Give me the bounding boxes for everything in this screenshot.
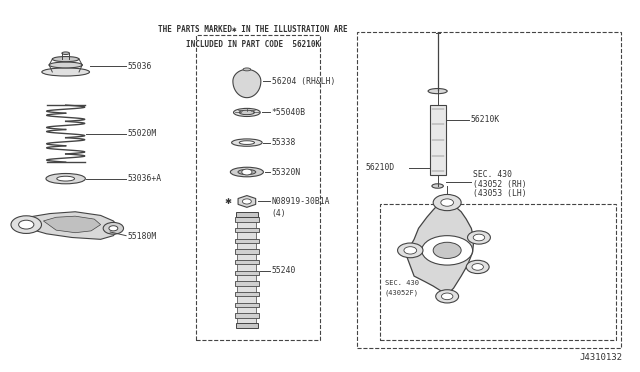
Bar xyxy=(236,323,258,328)
Bar xyxy=(237,222,257,228)
Bar xyxy=(235,218,259,222)
Circle shape xyxy=(243,199,252,204)
Circle shape xyxy=(242,169,252,175)
Text: (43052 (RH): (43052 (RH) xyxy=(472,180,526,189)
Bar xyxy=(357,32,621,348)
Bar xyxy=(235,292,259,296)
Circle shape xyxy=(11,216,42,234)
Circle shape xyxy=(433,195,461,211)
Bar xyxy=(235,271,259,275)
Text: (43052F): (43052F) xyxy=(385,289,419,296)
Bar xyxy=(235,282,259,286)
Ellipse shape xyxy=(62,52,70,55)
Text: N08919-30B1A: N08919-30B1A xyxy=(271,197,330,206)
Bar xyxy=(237,286,257,292)
Text: 56204 (RH&LH): 56204 (RH&LH) xyxy=(271,77,335,86)
Bar xyxy=(380,204,616,340)
Bar xyxy=(196,35,320,340)
Text: INCLUDED IN PART CODE  56210K: INCLUDED IN PART CODE 56210K xyxy=(186,39,320,49)
Bar xyxy=(237,243,257,249)
Ellipse shape xyxy=(42,68,90,76)
Circle shape xyxy=(422,235,472,265)
Polygon shape xyxy=(18,212,120,239)
Ellipse shape xyxy=(234,108,260,116)
Bar xyxy=(235,239,259,243)
Bar xyxy=(235,228,259,232)
Text: J4310132: J4310132 xyxy=(579,353,622,362)
Text: (43053 (LH): (43053 (LH) xyxy=(472,189,526,198)
Text: (4): (4) xyxy=(271,209,286,218)
Circle shape xyxy=(109,226,118,231)
Text: 55020M: 55020M xyxy=(127,129,157,138)
Bar xyxy=(237,318,257,324)
Ellipse shape xyxy=(232,139,262,146)
Ellipse shape xyxy=(238,170,256,174)
Bar xyxy=(235,250,259,254)
Circle shape xyxy=(433,242,461,259)
Bar xyxy=(237,232,257,238)
Circle shape xyxy=(472,264,483,270)
Polygon shape xyxy=(406,202,474,295)
Circle shape xyxy=(441,199,454,206)
Text: 55338: 55338 xyxy=(271,138,296,147)
Text: ✱: ✱ xyxy=(224,197,231,206)
Polygon shape xyxy=(233,70,261,97)
Text: SEC. 430: SEC. 430 xyxy=(385,280,419,286)
Bar xyxy=(237,254,257,260)
Circle shape xyxy=(404,247,417,254)
Ellipse shape xyxy=(243,68,251,71)
Text: THE PARTS MARKED✱ IN THE ILLUSTRATION ARE: THE PARTS MARKED✱ IN THE ILLUSTRATION AR… xyxy=(159,25,348,34)
Ellipse shape xyxy=(428,89,447,94)
Circle shape xyxy=(467,231,490,244)
Circle shape xyxy=(436,290,459,303)
Text: 55240: 55240 xyxy=(271,266,296,275)
Text: SEC. 430: SEC. 430 xyxy=(472,170,511,179)
Polygon shape xyxy=(238,196,256,207)
Circle shape xyxy=(467,260,489,273)
Circle shape xyxy=(19,220,34,229)
Bar xyxy=(237,307,257,313)
Bar xyxy=(236,212,258,217)
Text: 55320N: 55320N xyxy=(271,167,301,177)
Bar xyxy=(429,105,445,175)
Ellipse shape xyxy=(46,173,85,184)
Text: 53036+A: 53036+A xyxy=(127,174,161,183)
Bar xyxy=(237,264,257,270)
Ellipse shape xyxy=(432,184,444,188)
Ellipse shape xyxy=(230,167,264,177)
Circle shape xyxy=(397,243,423,258)
Text: 56210K: 56210K xyxy=(470,115,500,124)
Circle shape xyxy=(442,293,453,300)
Text: *55040B: *55040B xyxy=(271,108,306,117)
Text: 55180M: 55180M xyxy=(127,232,157,241)
Polygon shape xyxy=(44,216,100,233)
Bar xyxy=(235,303,259,307)
Ellipse shape xyxy=(57,176,75,181)
Bar xyxy=(235,314,259,318)
Text: 55036: 55036 xyxy=(127,62,152,71)
Circle shape xyxy=(103,222,124,234)
Ellipse shape xyxy=(52,57,79,62)
Bar xyxy=(237,296,257,302)
Bar xyxy=(235,260,259,264)
Text: 56210D: 56210D xyxy=(366,163,395,172)
Ellipse shape xyxy=(49,62,82,68)
Ellipse shape xyxy=(239,141,255,144)
Bar xyxy=(237,275,257,281)
Ellipse shape xyxy=(239,110,255,115)
Circle shape xyxy=(473,234,484,241)
